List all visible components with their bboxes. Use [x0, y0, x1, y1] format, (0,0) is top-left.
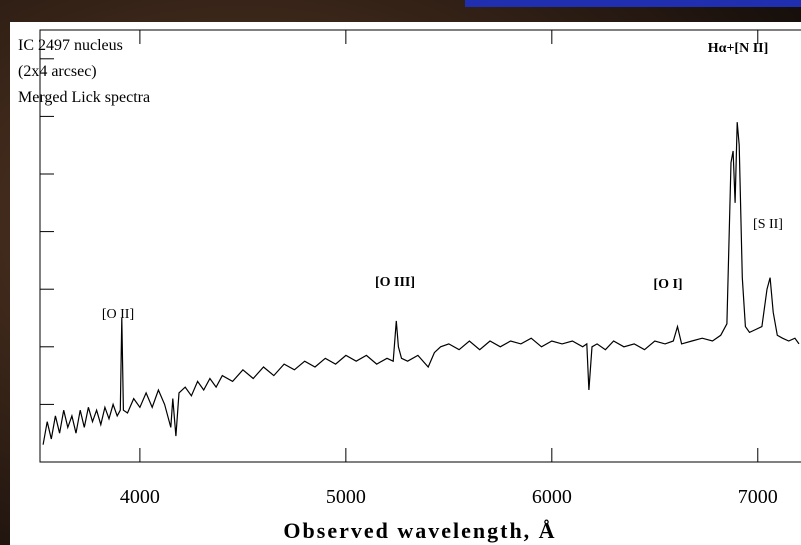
panel — [10, 22, 801, 545]
line-label: Hα+[N II] — [708, 41, 769, 56]
x-tick-label: 4000 — [120, 486, 160, 508]
annotation: (2x4 arcsec) — [18, 63, 97, 80]
line-label: [O II] — [102, 307, 134, 322]
line-label: [O III] — [375, 275, 415, 290]
annotation: IC 2497 nucleus — [18, 37, 123, 54]
x-tick-label: 5000 — [326, 486, 366, 508]
blue-bar — [465, 0, 801, 7]
spectrum-line — [42, 122, 800, 445]
annotation: Merged Lick spectra — [18, 89, 150, 106]
plot-frame — [39, 29, 801, 463]
x-axis-label: Observed wavelength, Å — [283, 518, 556, 543]
line-label: [S II] — [753, 217, 783, 232]
x-tick-label: 6000 — [532, 486, 572, 508]
x-tick-label: 7000 — [738, 486, 778, 508]
line-label: [O I] — [653, 277, 682, 292]
